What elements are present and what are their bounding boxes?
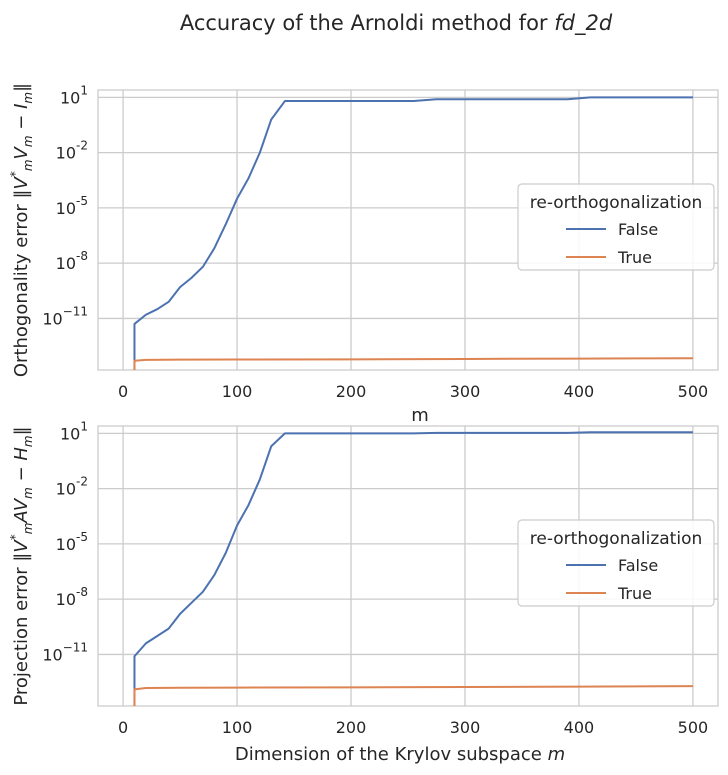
legend: re-orthogonalization False True: [517, 519, 715, 607]
plot-panel-2: 0 100 200 300 400 500 101 10-2 10-5 10-8 10−11 Proj…: [8, 419, 719, 765]
x-tick-label: 500: [678, 382, 709, 401]
legend-box: [517, 519, 715, 607]
legend-box: [517, 183, 715, 271]
y-tick-label: 10-8: [56, 585, 88, 609]
legend-label-false: False: [618, 220, 658, 239]
x-tick-label: 300: [450, 382, 481, 401]
x-tick-label: 400: [564, 382, 595, 401]
plot-panel-1: 0 100 200 300 400 500 101 10-2 10-5 10-8 10−11 Orth…: [8, 83, 719, 426]
y-tick-label: 10-5: [56, 194, 88, 218]
y-tick-label: 101: [60, 419, 88, 443]
x-tick-label: 0: [118, 382, 128, 401]
y-tick-label: 10-2: [56, 475, 88, 499]
x-tick-label: 0: [118, 718, 128, 737]
x-tick-label: 100: [222, 382, 253, 401]
y-tick-label: 10-8: [56, 249, 88, 273]
x-tick-label: 400: [564, 718, 595, 737]
y-tick-label: 101: [60, 83, 88, 107]
series-line-true: [133, 357, 693, 370]
legend-label-true: True: [617, 248, 652, 267]
y-tick-label: 10-5: [56, 530, 88, 554]
series-line-false: [133, 96, 693, 370]
axes-frame: [97, 89, 719, 371]
legend-label-false: False: [618, 556, 658, 575]
x-tick-label: 300: [450, 718, 481, 737]
x-tick-label: 200: [336, 382, 367, 401]
y-axis-label: Projection error ‖V*mAVm − Hm‖: [8, 426, 35, 705]
legend: re-orthogonalization False True: [517, 183, 715, 271]
y-tick-label: 10−11: [42, 640, 88, 664]
x-tick-label: 500: [678, 718, 709, 737]
y-tick-label: 10−11: [42, 304, 88, 328]
axes-frame: [97, 425, 719, 707]
series-line-false: [133, 431, 693, 706]
x-axis-label: m: [411, 405, 429, 426]
legend-title: re-orthogonalization: [530, 529, 703, 549]
figure-title: Accuracy of the Arnoldi method for fd_2d: [180, 11, 613, 36]
x-tick-label: 100: [222, 718, 253, 737]
x-tick-label: 200: [336, 718, 367, 737]
x-axis-label: Dimension of the Krylov subspace m: [235, 744, 565, 765]
legend-label-true: True: [617, 584, 652, 603]
series-line-true: [133, 685, 693, 706]
legend-title: re-orthogonalization: [530, 193, 703, 213]
y-tick-label: 10-2: [56, 139, 88, 163]
y-axis-label: Orthogonality error ‖V*mVm − Im‖: [8, 83, 35, 377]
